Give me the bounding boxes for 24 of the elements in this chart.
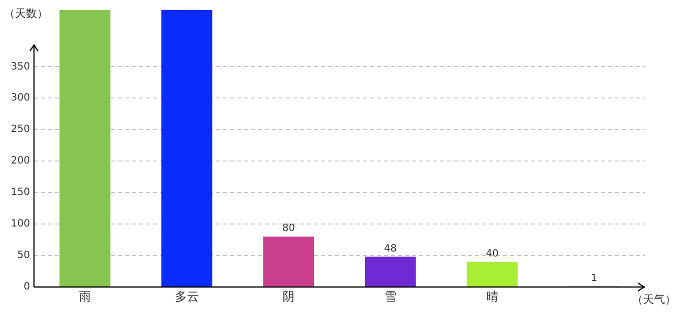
data-label: 40 xyxy=(486,248,499,260)
x-tick-label: 雪 xyxy=(384,289,396,304)
bar xyxy=(466,262,518,286)
y-axis-title: （天数） xyxy=(4,6,48,20)
y-tick-label: 300 xyxy=(10,92,30,104)
bar xyxy=(161,10,212,286)
y-tick-label: 200 xyxy=(10,156,30,167)
x-tick-label: 雨 xyxy=(78,289,91,304)
data-label: 48 xyxy=(384,243,397,254)
y-tick-label: 150 xyxy=(10,187,30,198)
bar xyxy=(59,10,110,286)
y-tick-label: 50 xyxy=(17,250,30,262)
data-label: 80 xyxy=(282,223,295,234)
data-label: 1 xyxy=(590,272,598,284)
x-tick-label: 晴 xyxy=(486,289,498,304)
x-tick-label: 阴 xyxy=(282,289,295,304)
y-tick-label: 250 xyxy=(10,124,30,136)
y-tick-label: 0 xyxy=(24,282,30,293)
bar xyxy=(364,256,416,286)
y-tick-label: 100 xyxy=(10,218,30,230)
x-axis-title: （天气） xyxy=(632,292,676,306)
bar xyxy=(263,236,314,286)
y-tick-label: 350 xyxy=(10,61,30,72)
x-tick-label: 多云 xyxy=(174,289,199,304)
